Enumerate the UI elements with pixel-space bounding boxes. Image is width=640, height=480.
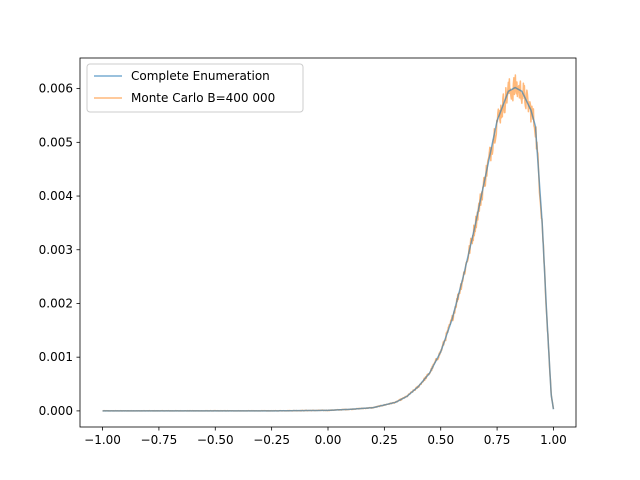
x-tick-label: −0.50 <box>197 433 234 447</box>
y-tick-label: 0.003 <box>39 243 73 257</box>
y-tick-label: 0.006 <box>39 82 73 96</box>
x-tick-label: 0.75 <box>484 433 511 447</box>
x-tick-label: −1.00 <box>84 433 121 447</box>
x-tick-label: 1.00 <box>540 433 567 447</box>
series-layer <box>102 74 555 412</box>
series-line-complete-enumeration <box>102 86 555 412</box>
x-tick-label: 0.00 <box>315 433 342 447</box>
y-tick-label: 0.002 <box>39 296 73 310</box>
legend-box <box>86 63 304 113</box>
legend-label: Monte Carlo B=400 000 <box>131 91 275 105</box>
x-tick-label: −0.75 <box>141 433 178 447</box>
y-tick-label: 0.001 <box>39 350 73 364</box>
x-tick-label: 0.25 <box>371 433 398 447</box>
y-tick-label: 0.004 <box>39 189 73 203</box>
legend-label: Complete Enumeration <box>131 69 270 83</box>
x-tick-label: 0.50 <box>427 433 454 447</box>
y-tick-label: 0.005 <box>39 135 73 149</box>
legend: Complete Enumeration Monte Carlo B=400 00… <box>86 63 304 113</box>
x-axis: −1.00 −0.75 −0.50 −0.25 0.00 0.25 0.50 0.75 1.00 <box>84 427 567 447</box>
y-axis: 0.000 0.001 0.002 0.003 0.004 0.005 0.006 <box>39 82 80 418</box>
y-tick-label: 0.000 <box>39 404 73 418</box>
x-tick-label: −0.25 <box>253 433 290 447</box>
